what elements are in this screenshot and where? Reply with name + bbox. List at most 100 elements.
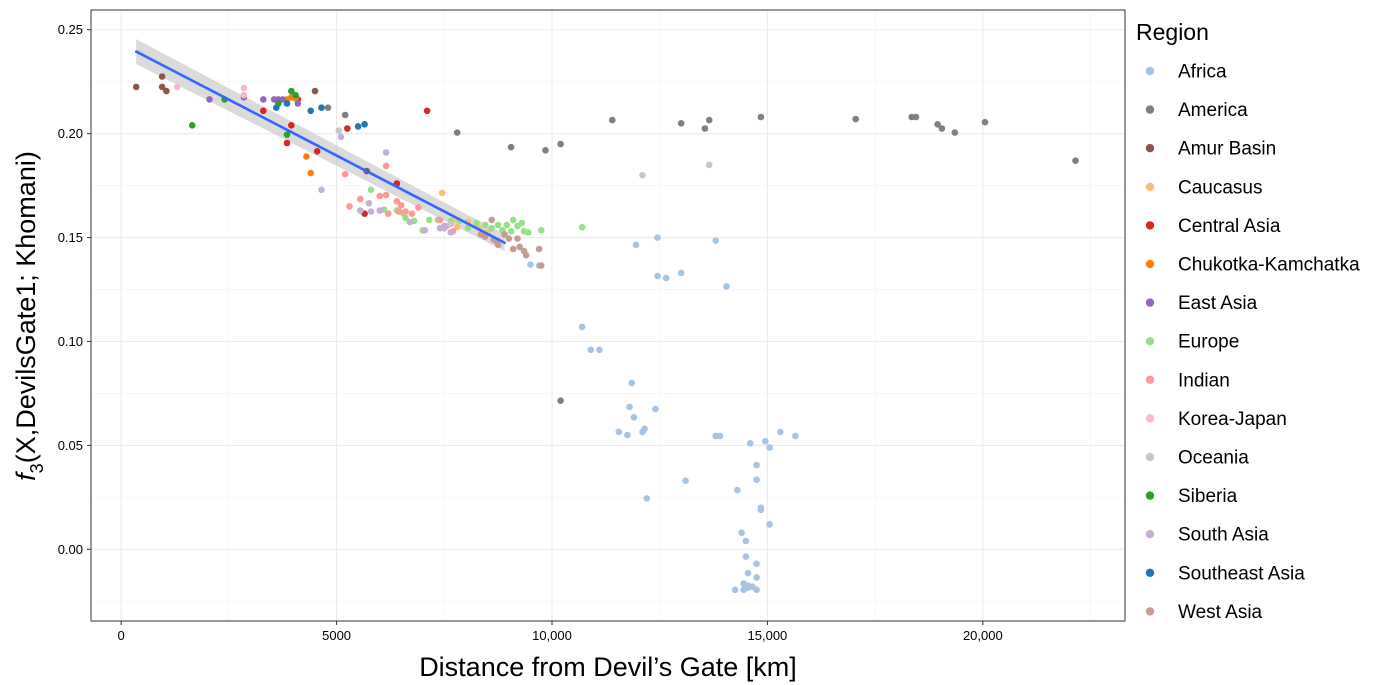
data-point [744, 569, 752, 577]
data-point [938, 125, 946, 132]
data-point [742, 553, 750, 560]
data-point [951, 129, 959, 136]
data-point [587, 346, 595, 354]
data-point [335, 127, 343, 134]
data-point [464, 224, 472, 232]
data-point [630, 414, 638, 421]
x-axis-ticks: 0 5000 10,000 15,000 20,000 [118, 621, 1003, 643]
data-point [408, 210, 416, 217]
data-point [447, 229, 455, 236]
data-point [393, 197, 401, 205]
data-point [311, 87, 319, 95]
data-point [354, 123, 362, 130]
x-tick-label: 20,000 [963, 628, 1003, 643]
data-point [288, 87, 295, 95]
data-point [361, 121, 368, 128]
data-point [792, 432, 799, 440]
data-point [1072, 157, 1079, 164]
data-point [753, 560, 760, 568]
data-point [423, 107, 431, 115]
data-point [367, 208, 375, 215]
x-tick-label: 15,000 [748, 628, 788, 643]
legend-key [1145, 182, 1155, 191]
legend-key [1145, 221, 1155, 230]
data-point [615, 428, 623, 436]
y-tick-label: 0.20 [58, 126, 83, 141]
data-point [542, 147, 549, 154]
data-point [438, 189, 446, 197]
data-point [488, 216, 496, 224]
legend-key [1145, 452, 1155, 462]
legend-key [1145, 105, 1155, 114]
data-point [397, 202, 405, 209]
data-point [712, 237, 719, 244]
data-point [557, 140, 564, 148]
data-point [436, 216, 444, 224]
legend-key [1145, 337, 1155, 346]
legend-label: Southeast Asia [1178, 563, 1305, 584]
data-point [307, 107, 315, 115]
legend-key [1145, 259, 1155, 269]
y-tick-label: 0.05 [58, 438, 83, 453]
data-point [654, 272, 661, 280]
data-point [158, 83, 166, 91]
data-point [292, 91, 299, 99]
data-point [505, 235, 513, 242]
data-point [453, 223, 461, 231]
data-point [303, 153, 310, 160]
data-point [481, 221, 489, 229]
data-point [494, 221, 502, 229]
data-point [473, 219, 480, 227]
data-point [382, 162, 390, 170]
data-point [318, 104, 325, 111]
legend-key [1145, 530, 1155, 539]
data-point [132, 83, 140, 91]
data-point [357, 207, 364, 214]
data-point [705, 116, 713, 124]
data-point [376, 192, 384, 200]
data-point [981, 118, 989, 126]
data-point [240, 84, 248, 92]
legend-label: Indian [1178, 370, 1230, 391]
y-axis-ticks: 0.00 0.05 0.10 0.15 0.20 0.25 [58, 22, 91, 557]
data-point [632, 241, 640, 249]
data-point [509, 216, 517, 224]
data-point [753, 586, 760, 594]
data-point [738, 529, 745, 536]
data-point [518, 219, 526, 227]
data-point [173, 83, 181, 91]
data-point [734, 486, 741, 494]
y-axis-title-rest: (X,DevilsGate1; Khomani) [11, 151, 41, 463]
data-point [705, 161, 713, 169]
data-point [385, 210, 392, 217]
data-point [260, 107, 267, 115]
data-point [578, 223, 586, 231]
legend-key [1145, 568, 1155, 577]
legend-label: West Asia [1178, 602, 1263, 623]
data-point [402, 214, 409, 222]
data-point [509, 245, 517, 253]
data-point [641, 425, 648, 433]
data-point [453, 129, 461, 136]
y-axis-title: f3(X,DevilsGate1; Khomani) [11, 151, 47, 481]
data-point [677, 120, 685, 127]
data-point [357, 195, 364, 203]
data-point [777, 428, 784, 436]
data-point [294, 100, 302, 107]
data-point [365, 200, 373, 207]
data-point [535, 245, 543, 253]
data-point [313, 148, 321, 155]
data-point [507, 143, 515, 151]
legend-label: Chukotka-Kamchatka [1178, 255, 1360, 276]
confidence-band [136, 39, 505, 252]
data-point [516, 243, 523, 251]
x-tick-label: 0 [118, 628, 125, 643]
data-point [643, 495, 651, 502]
data-point [240, 91, 248, 99]
major-gridlines [91, 10, 1125, 621]
data-point [341, 111, 349, 119]
data-point [766, 521, 773, 528]
legend-label: Africa [1178, 62, 1227, 83]
data-point [260, 96, 267, 103]
